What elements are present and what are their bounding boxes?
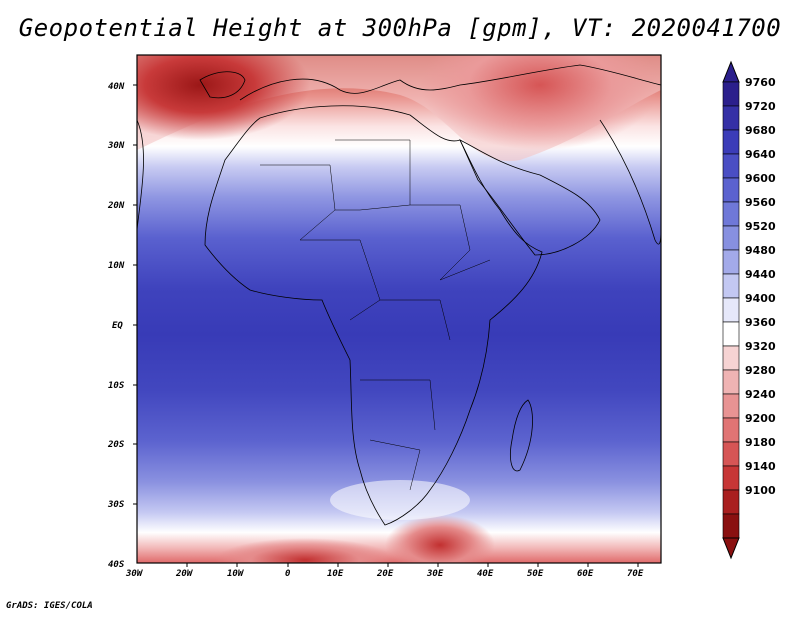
- country-borders: [260, 139, 491, 491]
- colorbar-top-arrow: [722, 60, 740, 83]
- colorbar-label: 9140: [745, 460, 776, 473]
- map-title: Geopotential Height at 300hPa [gpm], VT:…: [18, 14, 782, 42]
- colorbar-swatch: [722, 249, 740, 275]
- colorbar-label: 9400: [745, 292, 776, 305]
- lon-label: 20E: [376, 569, 394, 579]
- colorbar-swatch: [722, 393, 740, 419]
- colorbar-label: 9760: [745, 76, 776, 89]
- colorbar-swatch: [722, 345, 740, 371]
- lon-label: 30W: [125, 569, 144, 579]
- colorbar: 9760 9720 9680 9640 9600 9560 9520 9480 9440 9400…: [722, 60, 776, 560]
- lon-label: 70E: [627, 569, 644, 579]
- lat-label: 40N: [108, 82, 125, 92]
- lat-label: 10S: [108, 381, 125, 391]
- colorbar-swatch: [722, 441, 740, 467]
- lat-label: 30S: [107, 500, 125, 510]
- lat-label: 40S: [108, 560, 125, 570]
- lon-label: 0: [285, 569, 291, 579]
- coastlines: [137, 64, 661, 526]
- colorbar-label: 9600: [745, 172, 776, 185]
- colorbar-label: 9680: [745, 124, 776, 137]
- colorbar-label: 9280: [745, 364, 776, 377]
- lat-ticks: [133, 84, 137, 505]
- colorbar-swatch: [722, 321, 740, 347]
- credit-label: GrADS: IGES/COLA: [6, 601, 93, 611]
- colorbar-swatch: [722, 129, 740, 155]
- colorbar-swatch: [722, 201, 740, 227]
- height-field: [137, 55, 661, 563]
- colorbar-swatch: [722, 225, 740, 251]
- lat-axis: 40N 30N 20N 10N EQ 10S 20S 30S 40S: [107, 82, 125, 570]
- colorbar-label: 9180: [745, 436, 776, 449]
- colorbar-label: 9520: [745, 220, 776, 233]
- colorbar-label: 9560: [745, 196, 776, 209]
- lon-label: 60E: [577, 569, 594, 579]
- lon-label: 50E: [527, 569, 544, 579]
- colorbar-swatch: [722, 297, 740, 323]
- colorbar-label: 9100: [745, 484, 776, 497]
- lon-label: 10W: [227, 569, 245, 579]
- lat-label: 20S: [107, 440, 125, 450]
- lon-axis: 30W 20W 10W 0 10E 20E 30E 40E 50E 60E 70…: [125, 569, 644, 579]
- colorbar-swatch: [722, 489, 740, 515]
- lat-label: 20N: [107, 201, 125, 211]
- colorbar-swatch: [722, 417, 740, 443]
- lat-label: 10N: [108, 261, 125, 271]
- lon-label: 20W: [175, 569, 194, 579]
- lat-label: 30N: [107, 141, 125, 151]
- colorbar-label: 9360: [745, 316, 776, 329]
- colorbar-label: 9320: [745, 340, 776, 353]
- lon-label: 10E: [327, 569, 344, 579]
- colorbar-label: 9240: [745, 388, 776, 401]
- colorbar-label: 9440: [745, 268, 776, 281]
- colorbar-swatch: [722, 153, 740, 179]
- lon-ticks: [186, 563, 639, 567]
- colorbar-label: 9480: [745, 244, 776, 257]
- colorbar-label: 9640: [745, 148, 776, 161]
- lat-label: EQ: [112, 321, 123, 331]
- colorbar-swatch: [722, 81, 740, 107]
- map-frame: [136, 54, 662, 564]
- lon-label: 30E: [426, 569, 444, 579]
- colorbar-swatch: [722, 177, 740, 203]
- colorbar-swatch: [722, 369, 740, 395]
- colorbar-label: 9720: [745, 100, 776, 113]
- colorbar-swatch: [722, 465, 740, 491]
- colorbar-swatch: [722, 105, 740, 131]
- lon-label: 40E: [477, 569, 494, 579]
- colorbar-label: 9200: [745, 412, 776, 425]
- colorbar-swatch: [722, 513, 740, 539]
- colorbar-bottom-arrow: [722, 537, 740, 560]
- colorbar-swatch: [722, 273, 740, 299]
